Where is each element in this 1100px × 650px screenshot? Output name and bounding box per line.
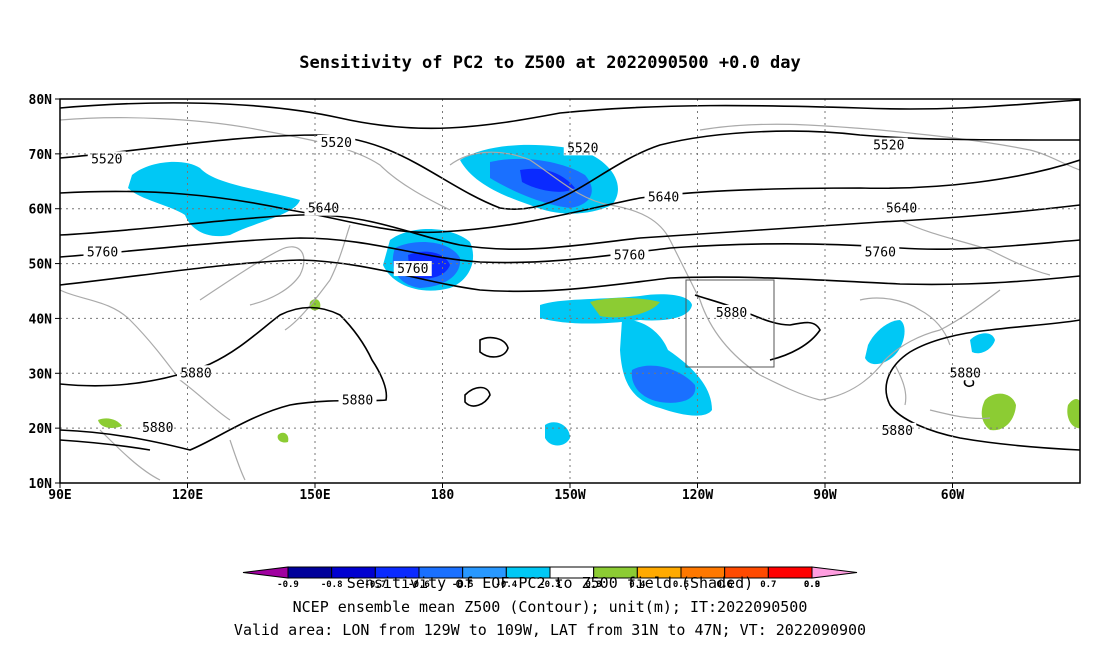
shade-pacific-south-core <box>631 365 696 403</box>
lon-label: 60W <box>941 488 965 503</box>
grid-lines <box>60 99 1080 483</box>
contour-label-bg <box>946 365 985 381</box>
shade-green-6 <box>277 432 289 443</box>
contour-label: 5760 <box>397 262 428 277</box>
footer-line-3: Valid area: LON from 129W to 109W, LAT f… <box>234 621 866 639</box>
colorbar-label: 0.6 <box>717 580 733 590</box>
axis-ticks <box>55 98 953 488</box>
contour-label-bg <box>177 365 215 381</box>
lon-label: 180 <box>431 488 455 503</box>
contour-label: 5880 <box>950 366 981 381</box>
contour-label-bg <box>712 304 751 320</box>
contour-label: 5520 <box>321 136 352 151</box>
contour-label: 5760 <box>87 246 118 261</box>
colorbar-label: -0.4 <box>495 580 517 590</box>
longitude-labels: 90E 120E 150E 180 150W 120W 90W 60W <box>48 488 964 503</box>
contour-label-bg <box>304 200 343 216</box>
contour-label: 5760 <box>865 246 896 261</box>
shade-hawaii <box>545 422 570 446</box>
contour-label: 5880 <box>882 424 913 439</box>
contour-label: 5520 <box>873 139 904 154</box>
colorbar-swatch <box>287 566 333 579</box>
colorbar-label: 0.8 <box>804 580 820 590</box>
contour-label-bg <box>644 189 683 205</box>
contour-label: 5760 <box>614 248 645 263</box>
shade-green-5 <box>98 418 122 428</box>
shade-atlantic <box>970 333 995 354</box>
contour-label: 5520 <box>567 141 598 156</box>
colorbar-low-arrow <box>242 566 289 579</box>
lon-label: 120E <box>172 488 203 503</box>
colorbar-label: 0.4 <box>629 580 646 590</box>
colorbar-label: -0.6 <box>408 580 430 590</box>
lat-label: 10N <box>29 477 53 492</box>
colorbar-label: 0.9 <box>804 580 820 590</box>
colorbar-label: -0.3 <box>539 580 561 590</box>
contour-label: 5880 <box>180 366 211 381</box>
lat-label: 30N <box>29 367 53 382</box>
colorbar-label: 0.3 <box>586 580 602 590</box>
contour-label: 5880 <box>716 306 747 321</box>
lat-label: 40N <box>29 312 53 327</box>
lat-label: 50N <box>29 258 53 273</box>
contour-label-bg <box>83 244 122 260</box>
contour-label-bg <box>338 392 377 408</box>
footer-line-2: NCEP ensemble mean Z500 (Contour); unit(… <box>293 598 808 616</box>
colorbar-label: -0.9 <box>277 580 299 590</box>
colorbar-label: 0.5 <box>673 580 689 590</box>
contour-label-bg <box>610 247 649 263</box>
z500-contours <box>60 99 1080 451</box>
contour-label-bg <box>869 137 908 153</box>
colorbar-label: -0.8 <box>321 580 343 590</box>
lat-label: 80N <box>29 93 53 108</box>
lat-label: 70N <box>29 148 53 163</box>
lon-label: 90E <box>48 488 71 503</box>
shade-siberia <box>128 161 300 237</box>
colorbar-high-arrow <box>811 566 858 579</box>
contour-label: 5880 <box>342 394 373 409</box>
colorbar-label: 0.7 <box>760 580 776 590</box>
contour-label-bg <box>563 140 602 156</box>
map-title: Sensitivity of PC2 to Z500 at 2022090500… <box>299 53 801 73</box>
contour-label-bg <box>317 134 356 150</box>
lat-label: 60N <box>29 203 53 218</box>
contour-label-bg <box>393 261 432 277</box>
shade-bering-inner <box>520 168 575 192</box>
contour-label-bg <box>861 244 900 260</box>
coastlines <box>60 117 1080 481</box>
shade-green-1 <box>590 297 660 318</box>
contour-label-bg <box>878 422 917 438</box>
colorbar-label: -0.7 <box>364 580 386 590</box>
shade-gulf <box>865 320 905 365</box>
shade-green-2 <box>981 393 1016 431</box>
colorbar: -0.9 -0.8 -0.7 -0.6 -0.5 -0.4 -0.3 0.3 0.4 0.5 0.6… <box>242 566 858 590</box>
contour-label: 5640 <box>308 202 339 217</box>
sensitivity-shading <box>98 144 1080 446</box>
lat-label: 20N <box>29 422 53 437</box>
shade-green-3 <box>1067 399 1080 429</box>
lon-label: 150W <box>554 488 585 503</box>
lon-label: 120W <box>682 488 713 503</box>
latitude-labels: 80N 70N 60N 50N 40N 30N 20N 10N <box>29 93 53 492</box>
colorbar-label: -0.5 <box>452 580 474 590</box>
lon-label: 90W <box>813 488 837 503</box>
contour-label: 5640 <box>648 191 679 206</box>
contour-label-bg <box>87 151 126 167</box>
contour-label: 5520 <box>91 152 122 167</box>
valid-area-box <box>685 279 775 368</box>
footer-line-1: Sensitivity of EOF PC2 to Z500 field (Sh… <box>347 574 753 592</box>
colorbar-swatch <box>767 566 813 579</box>
lon-label: 150E <box>299 488 330 503</box>
